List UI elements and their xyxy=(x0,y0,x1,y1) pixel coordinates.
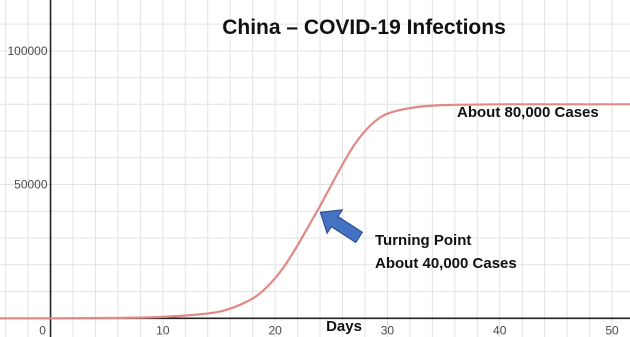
x-tick-label: 20 xyxy=(268,323,282,337)
turning-point-annotation: Turning Point xyxy=(375,232,471,249)
infections-line xyxy=(0,103,630,320)
x-tick-label: 50 xyxy=(605,323,619,337)
series-layer xyxy=(0,103,630,320)
chart-title: China – COVID-19 Infections xyxy=(222,16,506,39)
y-tick-label: 50000 xyxy=(14,178,48,192)
turning-point-arrow xyxy=(319,209,364,244)
plateau-annotation: About 80,000 Cases xyxy=(457,104,599,121)
annotations: About 80,000 Cases Turning Point About 40,… xyxy=(319,104,599,272)
x-tick-label: 30 xyxy=(381,323,395,337)
arrow-shape xyxy=(319,209,364,244)
turning-point-annotation: About 40,000 Cases xyxy=(375,255,517,272)
x-axis-title: Days xyxy=(326,318,362,335)
x-tick-label: 0 xyxy=(39,323,46,337)
x-tick-label: 10 xyxy=(156,323,170,337)
tick-labels: 0 10 20 30 40 50 50000 100000 xyxy=(7,44,619,337)
y-tick-label: 100000 xyxy=(7,44,47,58)
x-tick-label: 40 xyxy=(493,323,507,337)
